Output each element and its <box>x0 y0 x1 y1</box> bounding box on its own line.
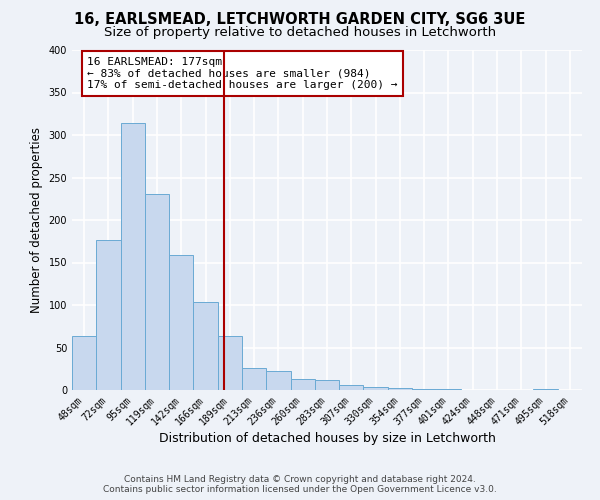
Text: 16 EARLSMEAD: 177sqm
← 83% of detached houses are smaller (984)
17% of semi-deta: 16 EARLSMEAD: 177sqm ← 83% of detached h… <box>88 57 398 90</box>
Bar <box>290 379 315 390</box>
Y-axis label: Number of detached properties: Number of detached properties <box>30 127 43 313</box>
Text: Contains HM Land Registry data © Crown copyright and database right 2024.
Contai: Contains HM Land Registry data © Crown c… <box>103 474 497 494</box>
Bar <box>388 388 412 390</box>
Bar <box>218 336 242 390</box>
Bar <box>266 372 290 390</box>
Bar <box>315 380 339 390</box>
Bar <box>533 389 558 390</box>
Bar <box>121 123 145 390</box>
Bar <box>436 389 461 390</box>
Bar <box>193 302 218 390</box>
Bar <box>145 194 169 390</box>
Bar <box>339 385 364 390</box>
Bar <box>96 240 121 390</box>
Bar <box>169 255 193 390</box>
X-axis label: Distribution of detached houses by size in Letchworth: Distribution of detached houses by size … <box>158 432 496 446</box>
Bar <box>364 386 388 390</box>
Bar <box>412 389 436 390</box>
Bar <box>242 368 266 390</box>
Bar <box>72 336 96 390</box>
Text: Size of property relative to detached houses in Letchworth: Size of property relative to detached ho… <box>104 26 496 39</box>
Text: 16, EARLSMEAD, LETCHWORTH GARDEN CITY, SG6 3UE: 16, EARLSMEAD, LETCHWORTH GARDEN CITY, S… <box>74 12 526 28</box>
